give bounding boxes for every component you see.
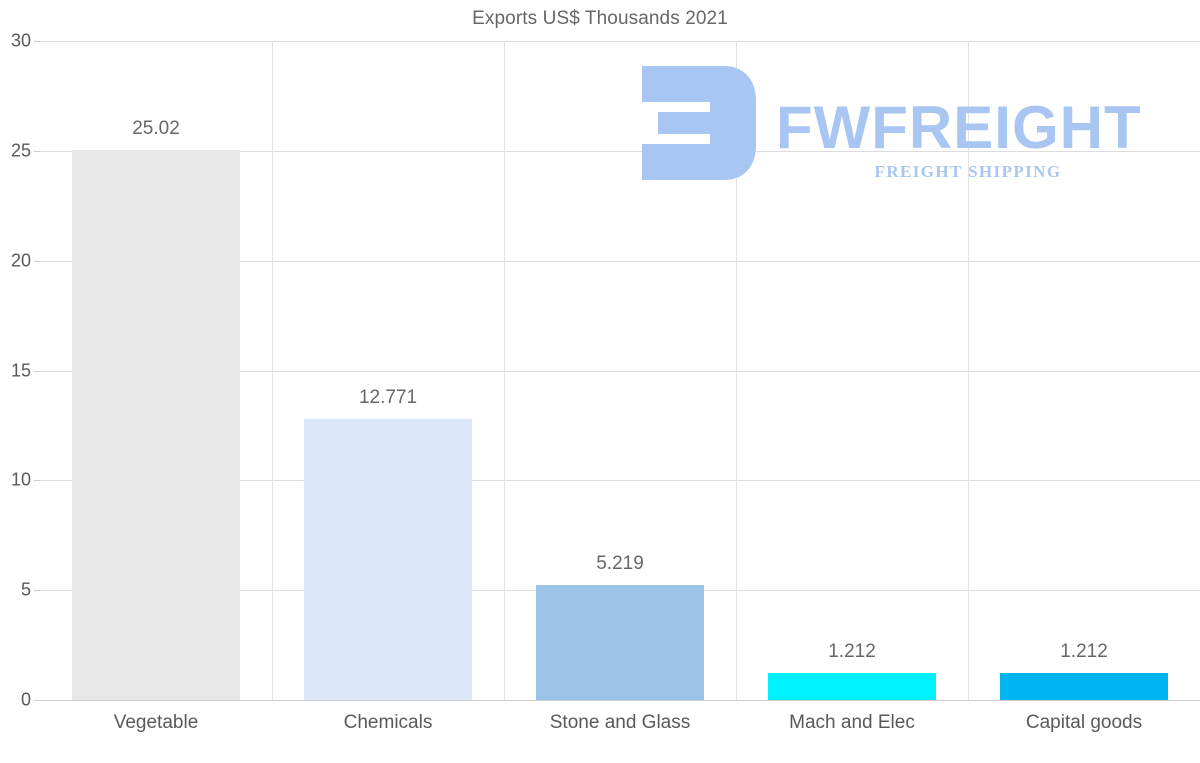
bar-value-label: 25.02: [132, 118, 180, 140]
gridline-y-15: [40, 370, 1200, 372]
gridline-y-30: [40, 41, 1200, 42]
x-axis-label: Stone and Glass: [549, 712, 691, 733]
y-tick-mark: [34, 150, 40, 152]
y-axis-label: 10: [10, 469, 31, 490]
y-axis-label: 25: [10, 140, 31, 161]
plot-area: 25.02 12.771 5.219 1.212 1.212: [34, 41, 1200, 701]
bar-value-label: 12.771: [358, 387, 418, 409]
gridline-x-3: [736, 41, 737, 700]
bar[interactable]: [304, 419, 472, 700]
gridline-y-20: [40, 260, 1200, 262]
y-axis-label: 30: [10, 30, 31, 51]
y-tick-mark: [34, 590, 40, 592]
y-tick-mark: [34, 370, 40, 372]
y-tick-mark: [34, 41, 40, 42]
bar[interactable]: [536, 585, 704, 700]
chart-title: Exports US$ Thousands 2021: [472, 8, 728, 29]
bar-value-label: 5.219: [596, 553, 644, 575]
bar-value-label: 1.212: [828, 641, 876, 663]
gridline-y-0: [40, 700, 1200, 701]
gridline-x-1: [272, 41, 273, 700]
bar-value-label: 1.212: [1060, 641, 1108, 663]
y-axis-label: 15: [10, 360, 31, 380]
x-axis-label: Vegetable: [113, 712, 199, 733]
x-axis-label: Mach and Elec: [789, 712, 915, 733]
y-tick-mark: [34, 700, 40, 701]
y-tick-mark: [34, 480, 40, 482]
bar[interactable]: [1000, 673, 1168, 700]
x-axis-label: Capital goods: [1025, 712, 1143, 733]
bar[interactable]: [72, 150, 240, 700]
y-axis-label: 0: [20, 689, 31, 710]
gridline-y-25: [40, 150, 1200, 152]
y-axis-label: 5: [20, 579, 31, 600]
y-axis-label: 20: [10, 250, 31, 271]
gridline-x-4: [968, 41, 969, 700]
gridline-x-2: [504, 41, 505, 700]
x-axis-label: Chemicals: [343, 712, 433, 733]
y-tick-mark: [34, 260, 40, 262]
bar[interactable]: [768, 673, 936, 700]
gridline-y-10: [40, 480, 1200, 482]
